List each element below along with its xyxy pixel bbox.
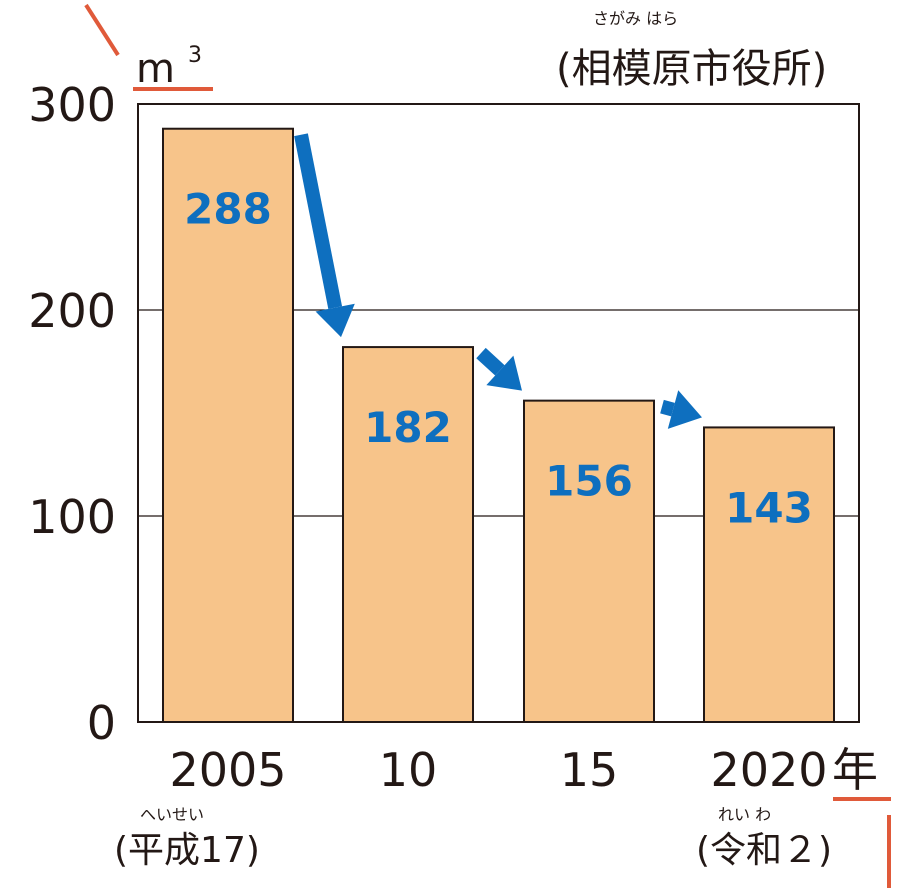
- y-tick-label: 200: [28, 284, 116, 338]
- year-suffix: 年: [832, 743, 878, 797]
- x-tick-label: 2020: [710, 743, 827, 797]
- era-label-last: (令和２): [696, 830, 832, 871]
- trend-arrow-head: [486, 355, 522, 391]
- trend-arrow-shaft: [476, 347, 505, 376]
- era-ruby-first: へいせい: [140, 805, 204, 824]
- era-label-first: (平成17): [114, 830, 260, 871]
- value-label: 182: [364, 403, 452, 452]
- y-tick-labels: 300 200 100 0: [28, 78, 116, 750]
- x-tick-label: 2005: [169, 743, 286, 797]
- trend-arrow-head: [667, 390, 702, 429]
- y-axis-unit-superscript: 3: [188, 43, 202, 68]
- x-tick-labels: 2005 10 15 2020: [169, 743, 827, 797]
- y-tick-label: 100: [28, 490, 116, 544]
- bar-15: [523, 399, 655, 723]
- trend-arrow-shaft: [294, 133, 343, 310]
- value-label: 156: [545, 457, 633, 506]
- y-tick-label: 0: [87, 696, 116, 750]
- accent-slash-top-left: [84, 3, 120, 57]
- trend-arrow-shaft: [660, 399, 675, 417]
- value-label: 143: [725, 483, 813, 532]
- bars: [162, 127, 835, 724]
- value-label: 288: [184, 185, 272, 234]
- bar-10: [342, 346, 474, 723]
- era-ruby-last: れい わ: [718, 805, 771, 824]
- y-tick-label: 300: [28, 78, 116, 132]
- x-tick-label: 10: [379, 743, 438, 797]
- bar-2005: [162, 127, 294, 724]
- trend-arrow-head: [315, 303, 355, 338]
- bar-2020: [703, 426, 835, 723]
- source-label: (相模原市役所): [556, 46, 827, 92]
- value-labels: 288 182 156 143: [184, 185, 813, 533]
- y-axis-unit: m: [136, 46, 175, 92]
- source-ruby: さがみ はら: [593, 9, 678, 28]
- trend-arrows: [294, 133, 702, 429]
- x-tick-label: 15: [560, 743, 619, 797]
